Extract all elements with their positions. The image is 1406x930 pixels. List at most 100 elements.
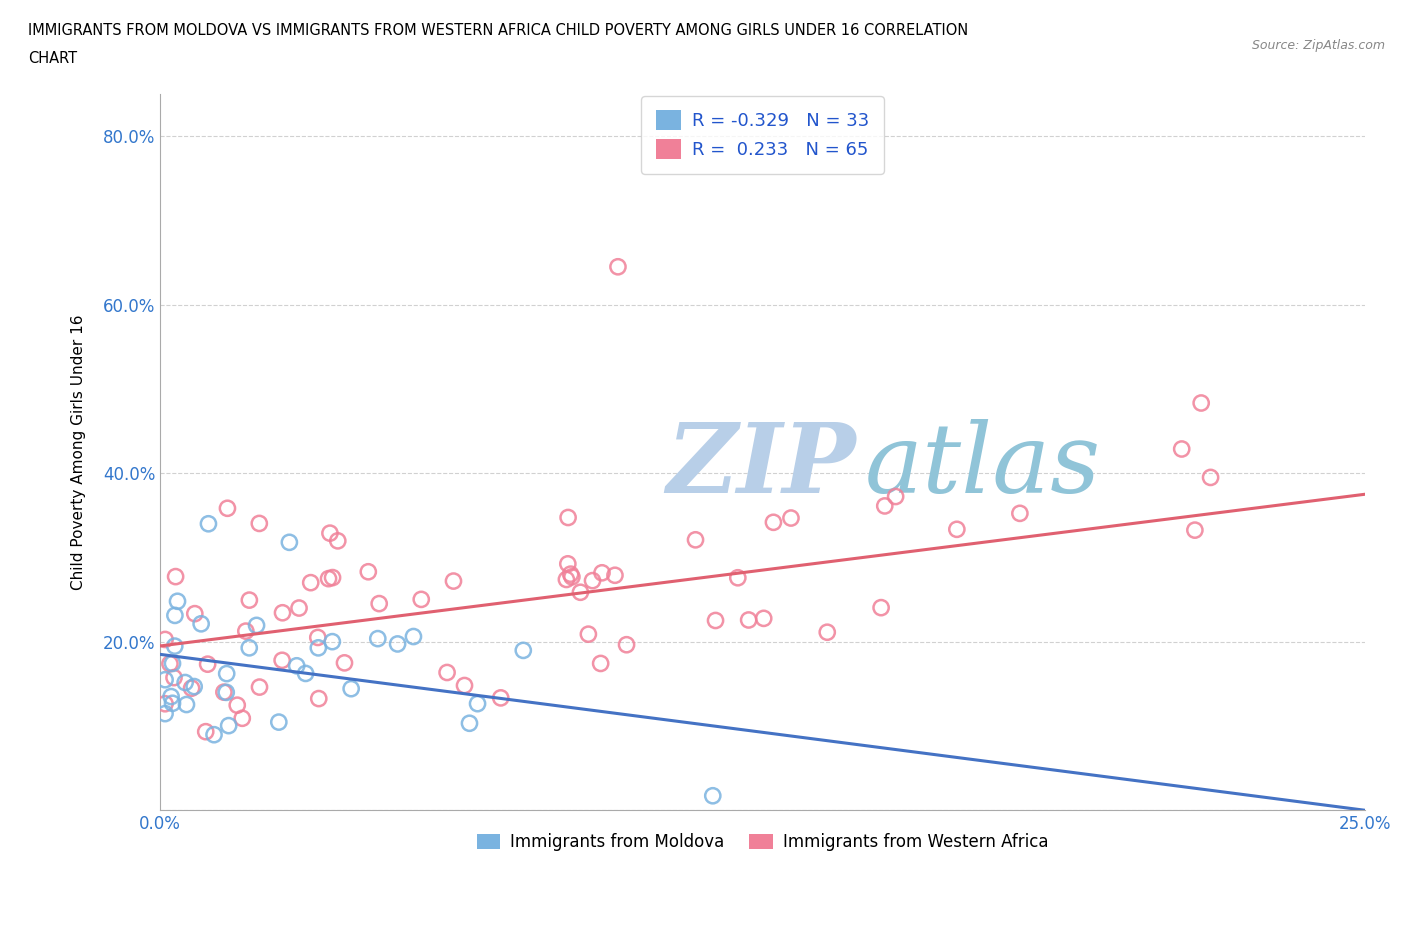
Point [368, 596, 391, 611]
Point [581, 573, 603, 588]
Point [873, 498, 896, 513]
Point [271, 605, 294, 620]
Point [704, 613, 727, 628]
Point [215, 684, 238, 699]
Point [197, 516, 219, 531]
Point [238, 641, 260, 656]
Point [153, 632, 176, 647]
Text: atlas: atlas [865, 419, 1101, 513]
Point [235, 624, 257, 639]
Point [288, 601, 311, 616]
Point [815, 625, 838, 640]
Point [333, 656, 356, 671]
Point [603, 568, 626, 583]
Point [226, 698, 249, 712]
Point [190, 617, 212, 631]
Point [1189, 395, 1212, 410]
Point [212, 684, 235, 699]
Point [1008, 506, 1031, 521]
Text: CHART: CHART [28, 51, 77, 66]
Point [249, 680, 271, 695]
Point [467, 697, 489, 711]
Point [271, 653, 294, 668]
Point [436, 665, 458, 680]
Text: Source: ZipAtlas.com: Source: ZipAtlas.com [1251, 39, 1385, 52]
Point [946, 522, 969, 537]
Point [607, 259, 630, 274]
Point [267, 714, 290, 729]
Point [278, 535, 301, 550]
Point [1184, 523, 1206, 538]
Point [458, 716, 481, 731]
Point [411, 591, 433, 606]
Point [557, 556, 579, 571]
Point [326, 534, 349, 549]
Point [576, 627, 599, 642]
Point [318, 571, 340, 586]
Point [163, 639, 186, 654]
Point [180, 681, 202, 696]
Point [737, 613, 759, 628]
Point [307, 630, 329, 644]
Y-axis label: Child Poverty Among Girls Under 16: Child Poverty Among Girls Under 16 [72, 314, 86, 590]
Point [870, 600, 893, 615]
Point [319, 525, 342, 540]
Point [489, 690, 512, 705]
Point [322, 570, 344, 585]
Point [217, 501, 239, 516]
Point [153, 672, 176, 687]
Point [387, 636, 409, 651]
Point [589, 656, 612, 671]
Point [560, 566, 582, 581]
Point [367, 631, 389, 646]
Point [453, 678, 475, 693]
Point [163, 608, 186, 623]
Point [285, 658, 308, 673]
Point [153, 706, 176, 721]
Point [247, 516, 270, 531]
Point [591, 565, 613, 580]
Point [443, 574, 465, 589]
Text: ZIP: ZIP [666, 419, 856, 513]
Point [357, 565, 380, 579]
Point [202, 727, 225, 742]
Point [162, 696, 184, 711]
Legend: Immigrants from Moldova, Immigrants from Western Africa: Immigrants from Moldova, Immigrants from… [468, 825, 1056, 859]
Point [762, 515, 785, 530]
Point [231, 711, 253, 725]
Point [194, 724, 217, 739]
Point [1199, 470, 1222, 485]
Point [153, 697, 176, 711]
Point [163, 671, 186, 685]
Point [183, 679, 205, 694]
Point [176, 698, 198, 712]
Point [321, 634, 343, 649]
Point [780, 511, 803, 525]
Point [308, 691, 330, 706]
Point [299, 576, 322, 591]
Point [512, 643, 534, 658]
Point [685, 532, 707, 547]
Point [215, 666, 238, 681]
Point [238, 592, 260, 607]
Point [162, 656, 184, 671]
Point [184, 606, 207, 621]
Point [165, 569, 187, 584]
Point [245, 618, 267, 632]
Point [727, 570, 749, 585]
Point [561, 569, 583, 584]
Point [174, 675, 197, 690]
Point [340, 682, 363, 697]
Point [616, 637, 638, 652]
Point [569, 585, 592, 600]
Point [166, 594, 188, 609]
Point [1170, 442, 1192, 457]
Point [159, 657, 181, 671]
Point [218, 718, 240, 733]
Point [702, 789, 724, 804]
Point [402, 629, 425, 644]
Point [294, 666, 316, 681]
Point [557, 510, 579, 525]
Text: IMMIGRANTS FROM MOLDOVA VS IMMIGRANTS FROM WESTERN AFRICA CHILD POVERTY AMONG GI: IMMIGRANTS FROM MOLDOVA VS IMMIGRANTS FR… [28, 23, 969, 38]
Point [160, 689, 183, 704]
